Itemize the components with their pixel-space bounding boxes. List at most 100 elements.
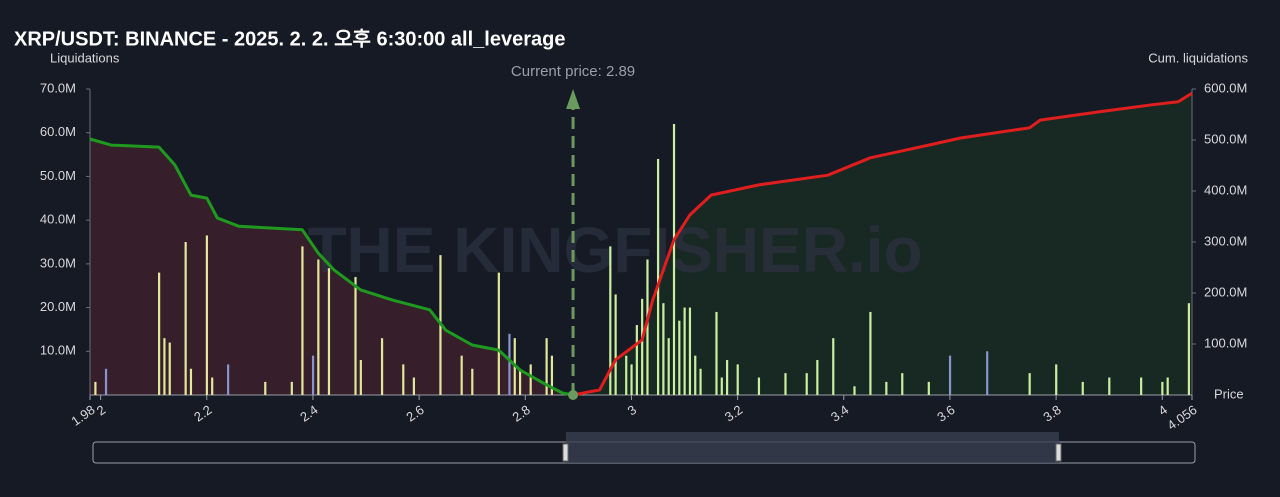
bar — [550, 355, 554, 395]
bar — [678, 320, 681, 395]
bar — [1055, 364, 1058, 395]
bar — [1187, 303, 1191, 395]
range-handle[interactable] — [1055, 443, 1062, 462]
y2-axis-label: Cum. liquidations — [1148, 50, 1248, 65]
y2-tick-label: 400.0M — [1204, 182, 1247, 197]
bar — [412, 377, 416, 395]
bar — [699, 368, 702, 395]
y-tick-label: 50.0M — [40, 168, 76, 183]
x-tick-label: 4.056 — [1164, 402, 1199, 433]
bar — [656, 158, 660, 395]
bar — [311, 355, 315, 395]
bar — [625, 355, 628, 395]
current-price-dot — [568, 390, 579, 400]
bar — [630, 364, 633, 395]
bar — [359, 360, 362, 395]
bar — [104, 368, 108, 395]
bar — [784, 373, 787, 395]
bar — [317, 259, 320, 395]
range-window[interactable] — [566, 432, 1059, 463]
x-tick-label: 2.8 — [510, 402, 533, 425]
bar — [757, 377, 761, 395]
x-axis-label: Price — [1214, 386, 1244, 401]
y2-tick-label: 500.0M — [1204, 131, 1247, 146]
x-tick-label: 3.6 — [934, 402, 957, 425]
y-tick-label: 60.0M — [40, 124, 76, 139]
bar — [805, 373, 808, 395]
bar — [832, 338, 835, 395]
bar — [736, 364, 739, 395]
bar — [211, 377, 214, 395]
bar — [927, 381, 930, 395]
x-tick-label: 2.2 — [191, 402, 214, 425]
bar — [720, 377, 723, 395]
bar — [227, 364, 230, 395]
bar — [460, 355, 463, 395]
bar — [614, 294, 617, 395]
bar — [646, 259, 649, 395]
bar — [662, 303, 665, 395]
bar — [885, 381, 888, 395]
bar — [402, 364, 405, 395]
bar — [672, 123, 676, 395]
bar — [327, 268, 331, 395]
bar — [688, 307, 692, 395]
x-tick-label: 3.2 — [722, 402, 745, 425]
bar — [609, 246, 612, 395]
watermark: THE KINGFISHER.io — [307, 214, 922, 286]
x-tick-label: 2.6 — [403, 402, 426, 425]
bar — [354, 276, 357, 395]
bar — [715, 311, 718, 395]
bar — [816, 360, 819, 395]
y2-tick-label: 600.0M — [1204, 80, 1247, 95]
bar — [184, 242, 187, 395]
x-tick-label: 2 — [94, 402, 109, 418]
bar — [1081, 381, 1084, 395]
bar — [264, 381, 267, 395]
current-price-arrow — [566, 89, 581, 109]
y-tick-label: 40.0M — [40, 212, 76, 227]
bar — [1161, 381, 1164, 395]
bar — [163, 338, 166, 395]
cum-line — [89, 137, 574, 397]
bar — [725, 360, 729, 395]
y-tick-label: 10.0M — [40, 343, 76, 358]
bar — [694, 355, 697, 395]
x-tick-label: 3 — [625, 402, 640, 418]
bar — [1140, 377, 1143, 395]
bar — [1166, 377, 1169, 395]
x-tick-label: 4 — [1155, 402, 1170, 418]
bar — [667, 338, 670, 395]
y-tick-label: 20.0M — [40, 299, 76, 314]
x-tick-label: 3.4 — [828, 402, 851, 425]
x-tick-label: 2.4 — [297, 402, 320, 425]
bar — [869, 311, 872, 395]
bar — [529, 364, 532, 395]
bar — [508, 333, 511, 395]
y-tick-label: 70.0M — [40, 80, 76, 95]
cum-line — [572, 91, 1193, 397]
bar — [853, 386, 856, 395]
bar — [635, 325, 638, 395]
bar — [986, 351, 989, 395]
bar — [471, 368, 474, 395]
bar — [205, 235, 208, 395]
y2-tick-label: 100.0M — [1204, 335, 1247, 350]
bar — [1108, 377, 1111, 395]
y-tick-label: 30.0M — [40, 255, 76, 270]
bar — [189, 368, 193, 395]
bar — [290, 381, 293, 395]
range-handle[interactable] — [562, 443, 569, 462]
bar — [948, 355, 952, 395]
bar — [94, 381, 97, 395]
bar — [518, 368, 522, 395]
chart-title: XRP/USDT: BINANCE - 2025. 2. 2. 오후 6:30:… — [14, 27, 565, 50]
x-tick-label: 3.8 — [1040, 402, 1063, 425]
bar — [168, 342, 171, 395]
bar — [1028, 373, 1031, 395]
y-axis-label: Liquidations — [50, 50, 120, 65]
cum-area — [573, 93, 1192, 395]
bar — [641, 298, 644, 395]
bar — [545, 338, 548, 395]
